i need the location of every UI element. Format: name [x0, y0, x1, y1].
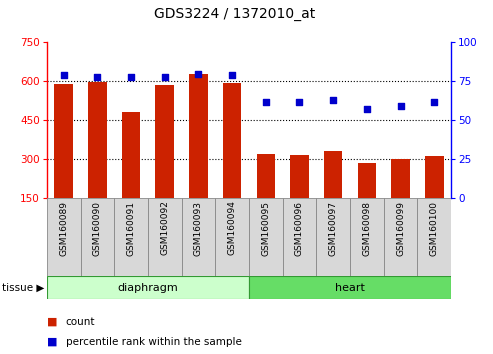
Text: GSM160091: GSM160091	[127, 201, 136, 256]
Text: diaphragm: diaphragm	[117, 282, 178, 293]
Text: GSM160092: GSM160092	[160, 201, 169, 256]
Text: heart: heart	[335, 282, 365, 293]
Point	[127, 74, 135, 80]
Point	[430, 99, 438, 104]
Bar	[215, 198, 249, 276]
Text: GSM160089: GSM160089	[59, 201, 68, 256]
Bar	[357, 164, 376, 198]
Point	[228, 72, 236, 78]
Text: GSM160093: GSM160093	[194, 201, 203, 256]
Bar	[181, 198, 215, 276]
Bar	[391, 159, 410, 198]
Bar	[350, 198, 384, 276]
Text: percentile rank within the sample: percentile rank within the sample	[66, 337, 242, 347]
Bar	[122, 112, 141, 198]
Point	[396, 103, 404, 109]
Bar	[155, 85, 174, 198]
Text: GSM160095: GSM160095	[261, 201, 270, 256]
Bar	[425, 156, 444, 198]
Point	[363, 107, 371, 112]
Bar	[256, 154, 275, 198]
Text: GSM160094: GSM160094	[228, 201, 237, 256]
Point	[262, 99, 270, 104]
Point	[329, 97, 337, 103]
Point	[60, 72, 68, 78]
Text: GSM160100: GSM160100	[430, 201, 439, 256]
Point	[296, 99, 304, 104]
Text: GDS3224 / 1372010_at: GDS3224 / 1372010_at	[153, 7, 315, 21]
Bar	[282, 198, 317, 276]
Bar	[189, 74, 208, 198]
Text: ■: ■	[47, 317, 57, 327]
Bar	[47, 198, 80, 276]
Text: GSM160099: GSM160099	[396, 201, 405, 256]
Bar	[54, 84, 73, 198]
Text: GSM160097: GSM160097	[329, 201, 338, 256]
Bar	[384, 198, 418, 276]
Bar	[324, 151, 343, 198]
Bar	[88, 82, 106, 198]
Point	[94, 74, 102, 80]
Bar	[47, 276, 249, 299]
Bar	[317, 198, 350, 276]
Text: tissue ▶: tissue ▶	[2, 282, 45, 293]
Point	[194, 71, 203, 76]
Bar	[418, 198, 451, 276]
Bar	[249, 276, 451, 299]
Bar	[223, 84, 242, 198]
Text: GSM160096: GSM160096	[295, 201, 304, 256]
Bar	[114, 198, 148, 276]
Point	[161, 74, 169, 80]
Text: count: count	[66, 317, 95, 327]
Bar	[148, 198, 181, 276]
Text: GSM160090: GSM160090	[93, 201, 102, 256]
Bar	[80, 198, 114, 276]
Bar	[290, 155, 309, 198]
Text: ■: ■	[47, 337, 57, 347]
Text: GSM160098: GSM160098	[362, 201, 371, 256]
Bar	[249, 198, 282, 276]
